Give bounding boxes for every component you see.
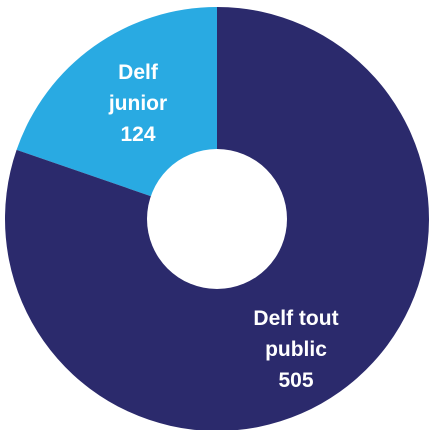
donut-slice-1 xyxy=(5,7,429,430)
slice-label-line: public xyxy=(265,338,327,361)
donut-hole xyxy=(147,149,287,289)
donut-slices xyxy=(5,7,429,430)
slice-label-line: Delf tout xyxy=(253,307,338,330)
slice-value-label: 124 xyxy=(120,123,155,146)
slice-label-delf-tout-public: Delf tout public 505 xyxy=(253,307,338,392)
slice-label-line: junior xyxy=(108,92,167,115)
slice-value-label: 505 xyxy=(278,369,313,392)
slice-label-line: Delf xyxy=(118,61,159,84)
donut-slice-0 xyxy=(16,7,218,219)
slice-label-delf-junior: Delf junior 124 xyxy=(108,61,167,146)
